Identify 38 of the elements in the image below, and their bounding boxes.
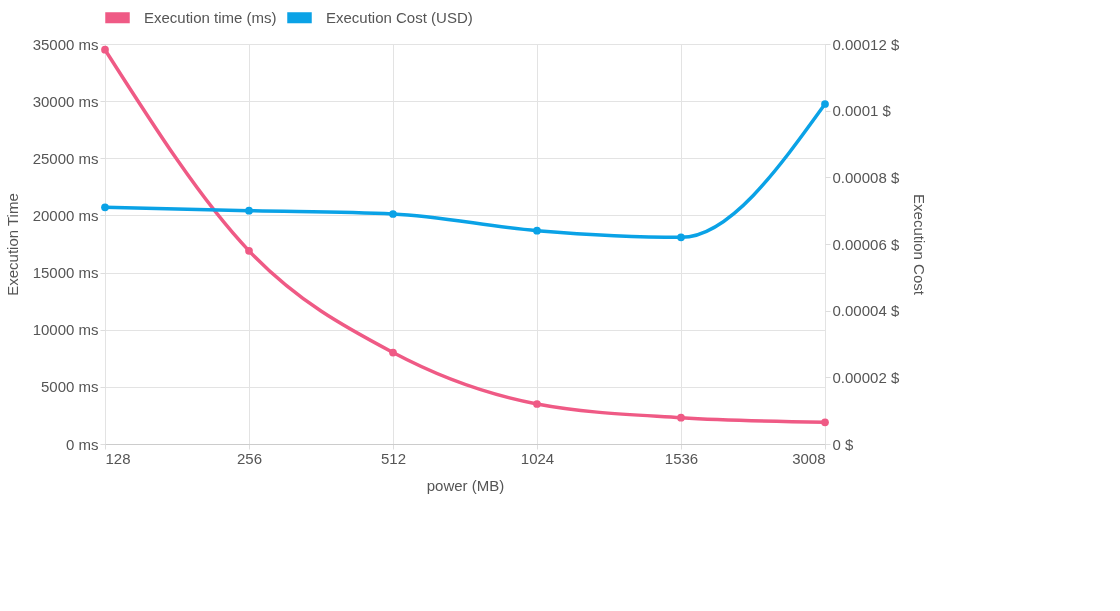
x-tick-label: 1024 <box>520 449 555 467</box>
x-axis-title: power (MB) <box>426 476 505 494</box>
y2-tick-label: 0.00002 $ <box>832 368 900 386</box>
y-tick-label: 25000 ms <box>32 149 99 167</box>
x-tick-label: 256 <box>236 449 263 467</box>
point <box>821 100 829 108</box>
point <box>533 400 541 408</box>
point <box>677 233 685 242</box>
point <box>245 246 253 255</box>
x-tick-label: 1536 <box>664 449 699 467</box>
point <box>245 206 253 215</box>
point <box>101 203 109 212</box>
legend-label: Execution time (ms) <box>144 8 277 26</box>
y2-tick-label: 0.00012 $ <box>832 35 900 53</box>
y-tick-label: 10000 ms <box>32 321 99 339</box>
y-axis-title: Execution Time <box>3 193 21 296</box>
x-tick-label: 512 <box>380 449 407 467</box>
y-tick-label: 30000 ms <box>32 92 99 110</box>
x-tick-label: 128 <box>105 449 131 467</box>
legend-label: Execution Cost (USD) <box>326 8 473 26</box>
y-tick-label: 35000 ms <box>32 35 99 53</box>
point <box>389 348 397 357</box>
point <box>821 418 829 427</box>
x-tick-label: 3008 <box>792 449 826 467</box>
y2-tick-label: 0.00008 $ <box>832 168 900 186</box>
y2-tick-label: 0.0001 $ <box>832 102 892 120</box>
y-tick-label: 15000 ms <box>32 264 99 282</box>
y-tick-label: 5000 ms <box>40 378 99 396</box>
point <box>677 413 685 422</box>
y2-tick-label: 0.00006 $ <box>832 235 900 253</box>
y2-tick-label: 0.00004 $ <box>832 302 900 320</box>
point <box>389 210 397 218</box>
y2-axis-title: Execution Cost <box>911 194 929 296</box>
point <box>101 45 109 54</box>
y-tick-label: 20000 ms <box>32 206 99 224</box>
y-tick-label: 0 ms <box>65 435 99 453</box>
point <box>533 226 541 235</box>
y2-tick-label: 0 $ <box>832 435 855 453</box>
